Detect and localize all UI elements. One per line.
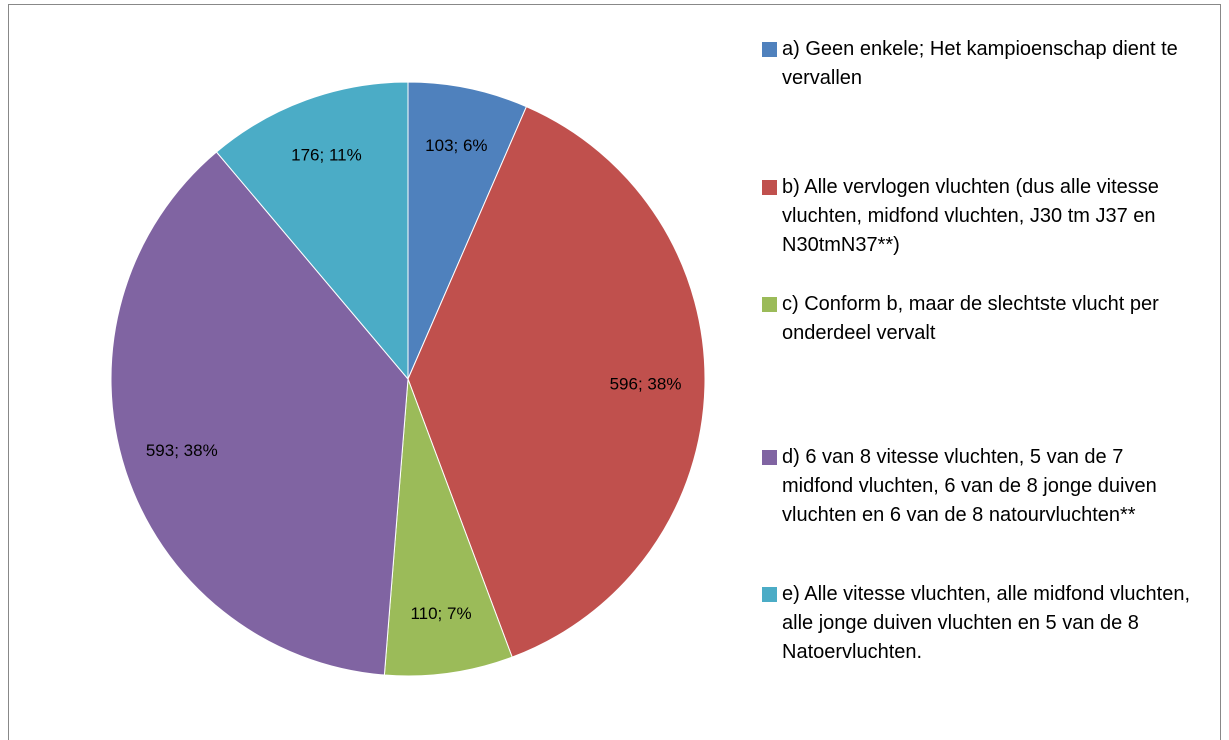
legend-label: b) Alle vervlogen vluchten (dus alle vit…: [782, 176, 1159, 256]
pie-slice: [110, 151, 409, 676]
legend-label: e) Alle vitesse vluchten, alle midfond v…: [782, 583, 1190, 663]
chart-frame: [8, 4, 1221, 740]
legend-entry: c) Conform b, maar de slechtste vlucht p…: [762, 290, 1192, 348]
legend-label: d) 6 van 8 vitesse vluchten, 5 van de 7 …: [782, 446, 1157, 526]
legend-swatch: [762, 297, 777, 312]
legend-entry: d) 6 van 8 vitesse vluchten, 5 van de 7 …: [762, 443, 1192, 530]
data-label: 596; 38%: [610, 375, 682, 394]
pie-area: 103; 6% 596; 38% 110; 7% 593; 38% 176; 11%: [110, 81, 706, 677]
legend-label: c) Conform b, maar de slechtste vlucht p…: [782, 293, 1159, 344]
legend-swatch: [762, 587, 777, 602]
pie-slice: [407, 105, 706, 658]
legend-swatch: [762, 450, 777, 465]
data-label: 110; 7%: [410, 604, 471, 623]
data-label: 103; 6%: [425, 136, 487, 155]
pie-slice: [215, 81, 409, 381]
legend-swatch: [762, 180, 777, 195]
data-label: 593; 38%: [146, 441, 218, 460]
legend-entry: b) Alle vervlogen vluchten (dus alle vit…: [762, 173, 1192, 260]
pie-slice: [383, 378, 513, 677]
legend-entry: e) Alle vitesse vluchten, alle midfond v…: [762, 580, 1192, 667]
legend-label: a) Geen enkele; Het kampioenschap dient …: [782, 38, 1178, 89]
legend-swatch: [762, 42, 777, 57]
pie-slice: [407, 81, 528, 380]
legend-entry: a) Geen enkele; Het kampioenschap dient …: [762, 35, 1192, 93]
data-label: 176; 11%: [291, 145, 362, 164]
